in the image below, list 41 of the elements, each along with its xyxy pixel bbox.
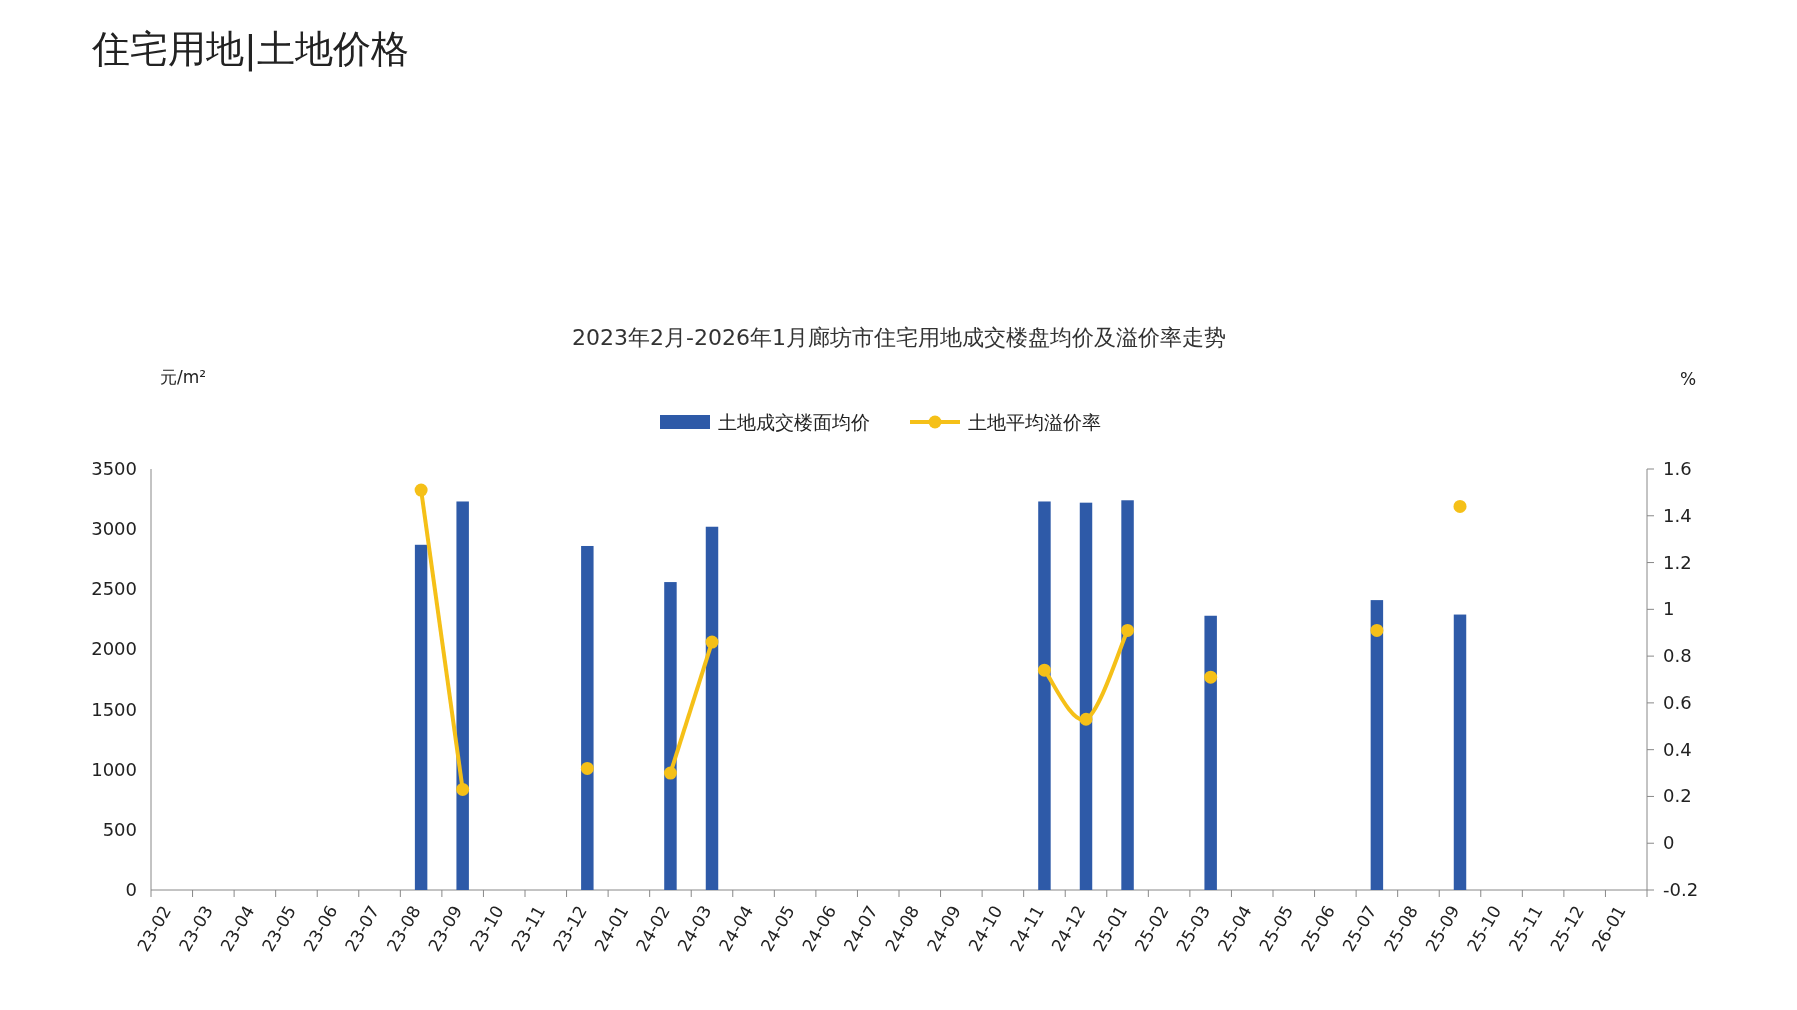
y2-axis-title: %	[1679, 369, 1697, 389]
y-tick-label: 3000	[91, 518, 137, 540]
y2-tick-label: 0.2	[1663, 785, 1692, 807]
y-tick-label: 1000	[91, 758, 137, 780]
y-tick-label: 2500	[91, 578, 137, 600]
bar	[1038, 501, 1051, 890]
bar	[1370, 600, 1384, 890]
y2-tick-label: 0	[1663, 832, 1675, 854]
point	[580, 761, 594, 775]
y2-tick-label: 1.2	[1663, 551, 1692, 573]
y2-tick-label: 0.6	[1663, 691, 1692, 713]
y2-tick-label: 1.4	[1663, 504, 1692, 526]
y2-tick-label: -0.2	[1663, 879, 1699, 900]
chart-subtitle: 2023年2月-2026年1月廊坊市住宅用地成交楼盘均价及溢价率走势	[572, 325, 1226, 350]
point	[1204, 670, 1218, 684]
legend-label: 土地平均溢价率	[968, 411, 1101, 433]
y-tick-label: 2000	[91, 638, 137, 660]
point	[1370, 623, 1384, 637]
bar	[1453, 614, 1467, 890]
y-tick-label: 0	[125, 879, 137, 900]
y-tick-label: 3500	[91, 458, 137, 479]
point	[705, 635, 719, 649]
y2-tick-label: 1	[1663, 598, 1675, 620]
point	[663, 766, 677, 780]
y-tick-label: 500	[102, 818, 137, 840]
bar	[1121, 500, 1134, 890]
bar	[456, 501, 469, 890]
y-axis-title: 元/m²	[160, 367, 207, 387]
y2-tick-label: 0.4	[1663, 738, 1692, 760]
y-tick-label: 1500	[91, 698, 137, 720]
point	[456, 782, 470, 796]
y2-tick-label: 0.8	[1663, 645, 1692, 667]
point	[414, 483, 428, 497]
chart-title: 住宅用地|土地价格	[91, 27, 409, 72]
bar	[581, 545, 594, 890]
point	[1453, 499, 1467, 513]
bar	[664, 582, 677, 890]
legend-label: 土地成交楼面均价	[718, 411, 870, 433]
y2-tick-label: 1.6	[1663, 458, 1692, 479]
bar	[1079, 502, 1093, 890]
bar	[1204, 615, 1217, 890]
